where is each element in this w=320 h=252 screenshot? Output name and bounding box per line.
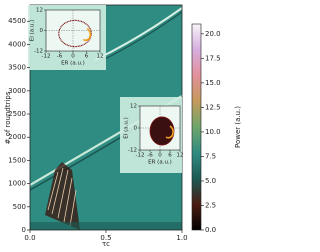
y-axis-label: # of roundtrips (4, 91, 12, 144)
inset-x-tick-label: 6 (85, 54, 89, 60)
inset-x-label: ER (a.u.) (61, 61, 85, 67)
colorbar-label: Power (a.u.) (234, 106, 242, 148)
inset-x-tick-label: -12 (136, 153, 145, 159)
y-tick-label: 4000 (8, 40, 26, 48)
chart: τc # of roundtrips Power (a.u.) 0.0 0.5 1.… (4, 4, 242, 248)
x-axis-label: τc (102, 240, 110, 248)
x-tick-label: 1.0 (176, 234, 187, 242)
inset-x-label: ER (a.u.) (148, 160, 172, 166)
phase-trajectory (149, 116, 175, 146)
inset-x-tick-label: 12 (177, 153, 184, 159)
inset-y-tick-label: 0 (40, 28, 44, 34)
inset-y-label: EI (a.u.) (30, 20, 36, 42)
colorbar-tick-label: 5.0 (205, 177, 216, 185)
colorbar-tick-label: 0.0 (205, 226, 216, 234)
colorbar-tick-label: 15.0 (205, 79, 221, 87)
colorbar-tick-label: 20.0 (205, 30, 221, 38)
y-tick-label: 500 (13, 203, 26, 211)
inset-y-tick-label: 0 (134, 126, 138, 132)
inset-x-tick-label: -6 (57, 54, 63, 60)
y-tick-label: 3000 (8, 87, 26, 95)
inset-y-tick-label: 12 (130, 104, 137, 110)
inset-y-tick-label: -12 (128, 148, 137, 154)
x-tick-label: 0.5 (100, 234, 111, 242)
colorbar (191, 23, 202, 231)
y-tick-label: 1500 (8, 156, 26, 164)
phase-trajectory (82, 27, 92, 42)
phase-trajectory (165, 125, 174, 139)
y-tick-label: 0 (22, 226, 26, 234)
colorbar-tick-label: 17.5 (205, 54, 221, 62)
y-tick-label: 3500 (8, 64, 26, 72)
inset-y-tick-label: -12 (34, 49, 43, 55)
inset-x-tick-label: -6 (147, 153, 153, 159)
colorbar-tick-label: 7.5 (205, 152, 216, 160)
y-tick-label: 2500 (8, 110, 26, 118)
inset-x-tick-label: 0 (71, 54, 75, 60)
inset-x-tick-label: 0 (158, 153, 162, 159)
inset-y-label: EI (a.u.) (124, 117, 130, 139)
y-tick-label: 4500 (8, 17, 26, 25)
y-tick-label: 1000 (8, 180, 26, 188)
phase-trajectory (58, 19, 92, 48)
colorbar-tick-label: 12.5 (205, 103, 221, 111)
colorbar-tick-label: 10.0 (205, 128, 221, 136)
x-tick-label: 0.0 (24, 234, 35, 242)
inset-x-tick-label: -12 (42, 54, 51, 60)
inset-x-tick-label: 6 (168, 153, 172, 159)
colorbar-tick-label: 2.5 (205, 201, 216, 209)
inset-y-tick-label: 12 (36, 8, 43, 14)
inset-x-tick-label: 12 (97, 54, 104, 60)
y-tick-label: 2000 (8, 133, 26, 141)
